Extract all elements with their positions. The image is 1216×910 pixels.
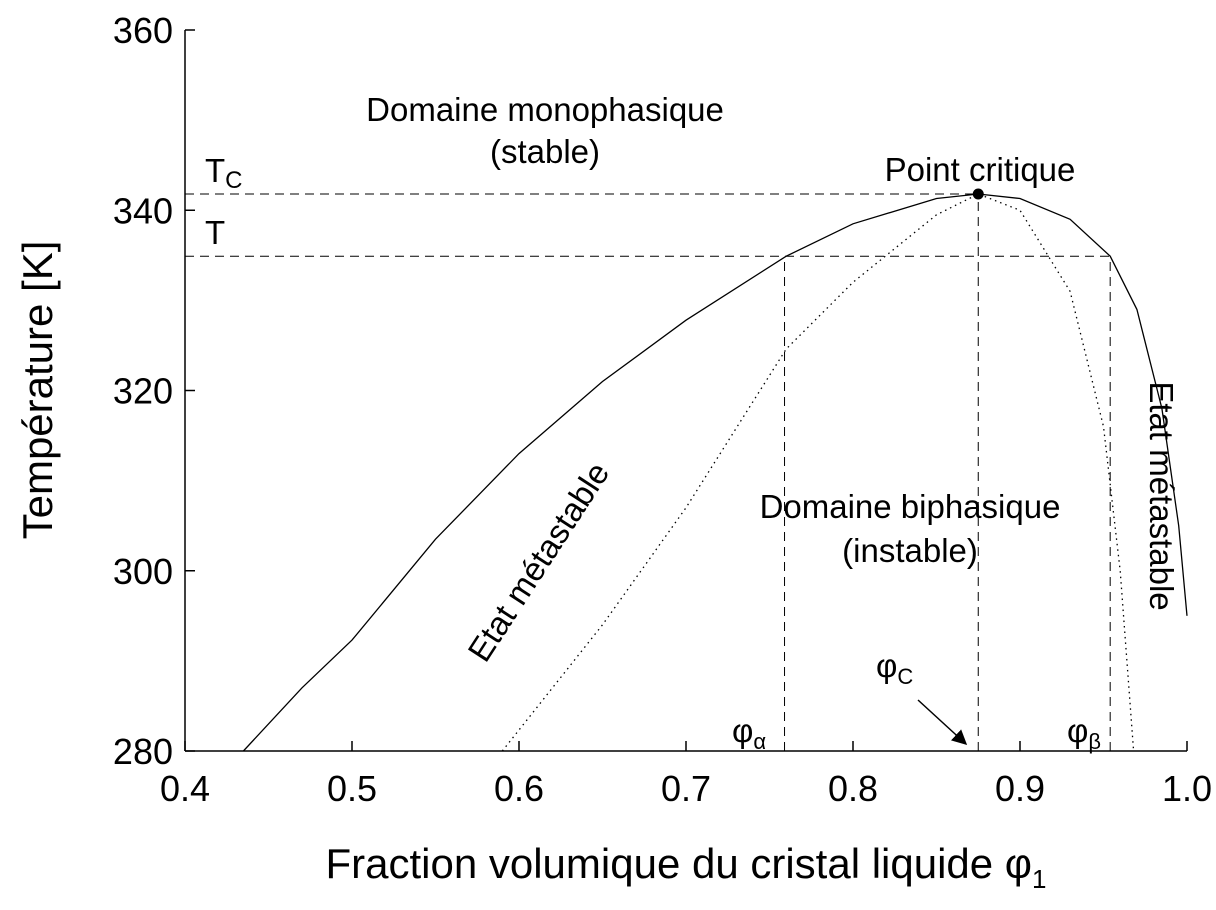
reference-label: φC (876, 647, 913, 689)
label: φ (732, 712, 753, 749)
annotation: Domaine monophasique (366, 91, 724, 128)
label: T (205, 214, 225, 251)
label: T (205, 152, 225, 189)
reference-label: φα (732, 712, 766, 754)
x-tick-label: 1.0 (1162, 768, 1212, 809)
y-tick-label: 300 (113, 551, 173, 592)
arrow (917, 699, 968, 746)
annotation: Domaine biphasique (760, 488, 1061, 525)
x-tick-label: 0.8 (828, 768, 878, 809)
annotation: (instable) (842, 532, 978, 569)
x-axis-title: Fraction volumique du cristal liquide φ1 (325, 840, 1046, 894)
x-tick-label: 0.4 (160, 768, 210, 809)
annotation: Point critique (885, 151, 1076, 188)
curve (242, 193, 1188, 752)
y-tick-label: 320 (113, 371, 173, 412)
annotation: (stable) (490, 133, 600, 170)
critical-point (972, 188, 984, 200)
reference-label: φβ (1067, 712, 1101, 754)
label-sub: α (753, 729, 766, 754)
annotation: Etat métastable (1143, 381, 1180, 610)
annotation: Etat métastable (460, 456, 616, 668)
label: φ (1067, 712, 1088, 749)
y-axis-title: Température [K] (14, 241, 61, 540)
label-sub: β (1088, 729, 1101, 754)
y-tick-label: 280 (113, 731, 173, 772)
y-tick-label: 360 (113, 10, 173, 51)
y-tick-label: 340 (113, 190, 173, 231)
x-tick-label: 0.5 (327, 768, 377, 809)
label-sub: C (897, 664, 913, 689)
x-tick-label: 0.7 (661, 768, 711, 809)
label-sub: C (225, 167, 242, 194)
x-tick-label: 0.6 (494, 768, 544, 809)
reference-label: TC (205, 152, 243, 194)
curve (501, 193, 1135, 752)
reference-label: T (205, 214, 225, 251)
label: φ (876, 647, 897, 684)
x-tick-label: 0.9 (995, 768, 1045, 809)
